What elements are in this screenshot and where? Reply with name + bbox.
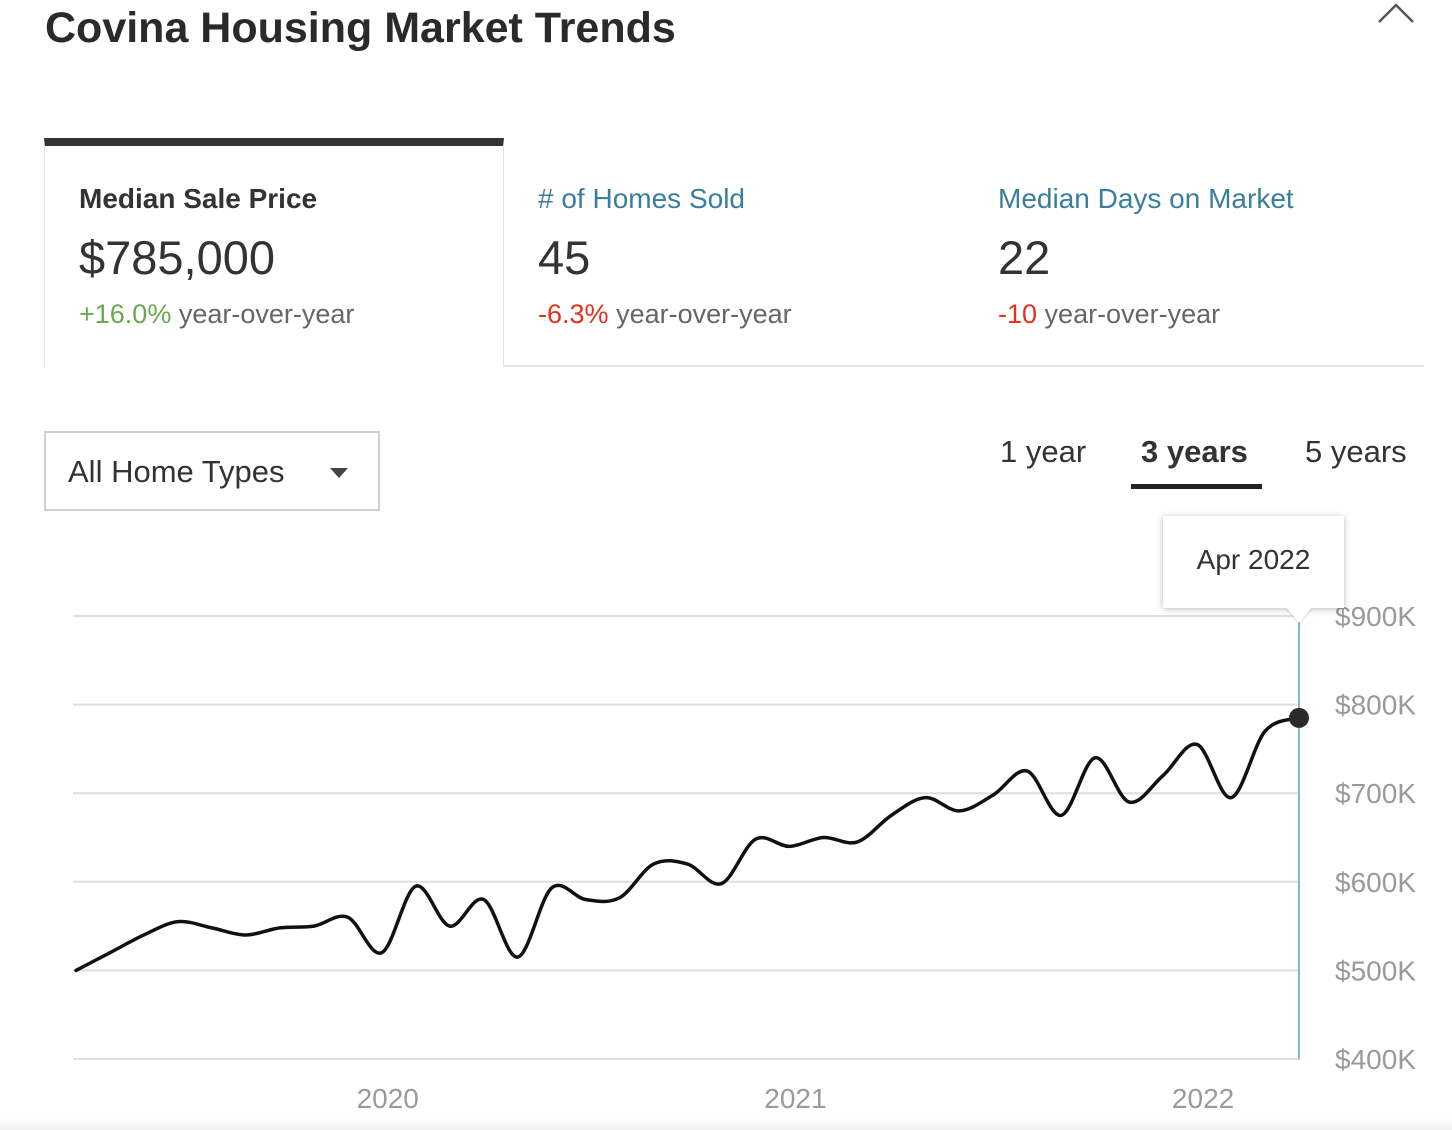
- y-tick-label: $600K: [1335, 867, 1416, 898]
- y-tick-label: $400K: [1335, 1044, 1416, 1075]
- tooltip-arrow: [1286, 607, 1312, 623]
- x-tick-label: 2021: [764, 1083, 826, 1114]
- dropdown-selected-value: All Home Types: [68, 454, 285, 489]
- highlight-point: [1289, 707, 1309, 728]
- tab-value: $785,000: [79, 231, 276, 284]
- tab-homes-sold[interactable]: # of Homes Sold 45 -6.3% year-over-year: [504, 138, 964, 367]
- tab-label: Median Days on Market: [998, 183, 1294, 214]
- metric-tabs: Median Sale Price $785,000 +16.0% year-o…: [44, 138, 1424, 367]
- y-tick-label: $500K: [1335, 955, 1416, 986]
- change-suffix: year-over-year: [1044, 299, 1221, 329]
- caret-down-icon: [330, 468, 348, 478]
- tab-median-days-on-market[interactable]: Median Days on Market 22 -10 year-over-y…: [964, 138, 1424, 367]
- page-title: Covina Housing Market Trends: [45, 4, 676, 52]
- tab-label: Median Sale Price: [79, 183, 318, 214]
- range-5-years[interactable]: 5 years: [1305, 434, 1407, 469]
- y-tick-label: $800K: [1335, 690, 1416, 721]
- change-suffix: year-over-year: [616, 299, 792, 329]
- x-tick-label: 2022: [1172, 1083, 1234, 1114]
- range-1-year[interactable]: 1 year: [1000, 434, 1087, 469]
- tab-label: # of Homes Sold: [538, 183, 745, 214]
- tab-change: -6.3% year-over-year: [538, 297, 964, 331]
- change-value: -10: [998, 299, 1038, 329]
- x-tick-label: 2020: [357, 1083, 419, 1114]
- change-percent: +16.0%: [79, 299, 172, 329]
- range-3-years[interactable]: 3 years: [1141, 434, 1248, 469]
- bottom-edge: [0, 1118, 1452, 1130]
- tooltip-date: Apr 2022: [1196, 544, 1311, 575]
- y-tick-label: $900K: [1335, 601, 1416, 632]
- chart-tooltip: Apr 2022: [1163, 516, 1344, 608]
- tab-change: +16.0% year-over-year: [79, 297, 503, 331]
- tab-change: -10 year-over-year: [998, 297, 1424, 331]
- tab-value: 22: [998, 231, 1051, 284]
- y-tick-label: $700K: [1335, 778, 1416, 809]
- chevron-up-icon[interactable]: [1376, 0, 1416, 26]
- home-type-dropdown[interactable]: All Home Types: [44, 431, 380, 511]
- tab-value: 45: [538, 231, 591, 284]
- tab-median-sale-price[interactable]: Median Sale Price $785,000 +16.0% year-o…: [44, 138, 504, 367]
- change-percent: -6.3%: [538, 299, 609, 329]
- change-suffix: year-over-year: [178, 299, 355, 329]
- active-range-underline: [1131, 484, 1262, 489]
- series-line: [74, 716, 1301, 973]
